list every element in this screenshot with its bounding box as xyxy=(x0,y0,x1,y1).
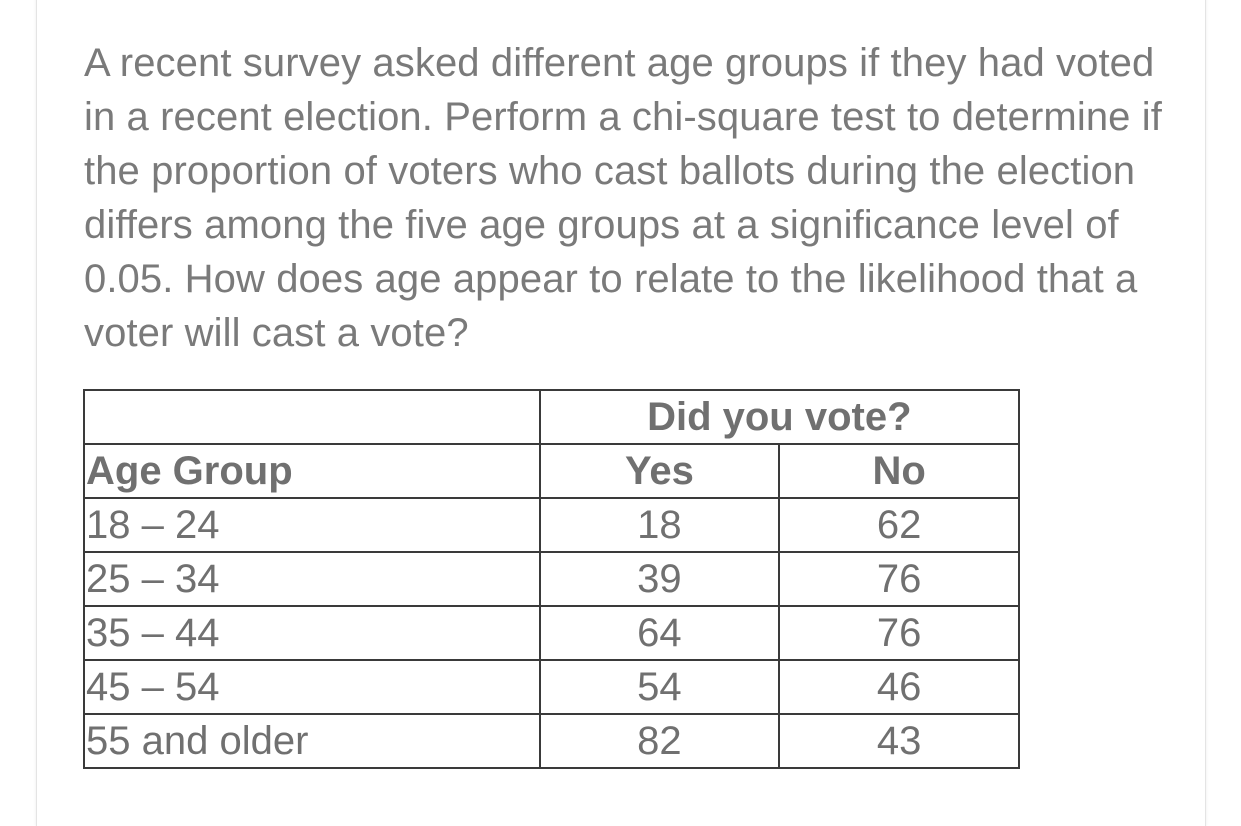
vote-group-header: Did you vote? xyxy=(538,389,1021,445)
no-cell: 43 xyxy=(778,713,1020,769)
age-cell: 55 and older xyxy=(83,713,541,769)
age-cell: 35 – 44 xyxy=(83,605,541,661)
no-cell: 46 xyxy=(778,659,1020,715)
table-row: 45 – 54 54 46 xyxy=(83,659,1020,715)
yes-cell: 64 xyxy=(538,605,781,661)
age-group-header: Age Group xyxy=(83,443,541,499)
yes-header: Yes xyxy=(538,443,781,499)
table-row: 35 – 44 64 76 xyxy=(83,605,1020,661)
yes-cell: 54 xyxy=(538,659,781,715)
no-cell: 76 xyxy=(778,551,1020,607)
age-cell: 25 – 34 xyxy=(83,551,541,607)
table-group-header-row: Did you vote? xyxy=(83,389,1021,445)
table-header-row: Age Group Yes No xyxy=(83,443,1020,499)
table-corner-cell xyxy=(83,389,541,445)
voting-table: Did you vote? Age Group Yes No 18 – 24 1… xyxy=(83,389,1021,769)
no-cell: 76 xyxy=(778,605,1020,661)
no-cell: 62 xyxy=(778,497,1020,553)
age-cell: 45 – 54 xyxy=(83,659,541,715)
question-text: A recent survey asked different age grou… xyxy=(84,41,1162,355)
table-row: 25 – 34 39 76 xyxy=(83,551,1020,607)
yes-cell: 18 xyxy=(538,497,781,553)
table-row: 18 – 24 18 62 xyxy=(83,497,1020,553)
age-cell: 18 – 24 xyxy=(83,497,541,553)
table-row: 55 and older 82 43 xyxy=(83,713,1020,769)
yes-cell: 82 xyxy=(538,713,781,769)
yes-cell: 39 xyxy=(538,551,781,607)
no-header: No xyxy=(778,443,1020,499)
